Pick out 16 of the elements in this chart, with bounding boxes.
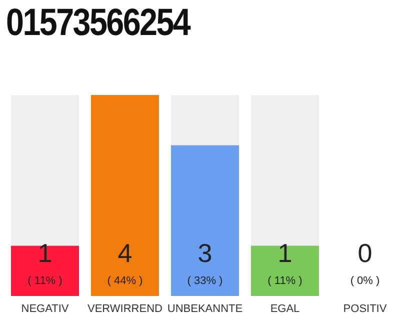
annotation: ( 11% ) [268, 275, 302, 287]
annotation: ( 11% ) [28, 275, 62, 287]
annotation: ( 0% ) [350, 275, 380, 287]
x-tick-label: POSITIV [343, 302, 388, 315]
data-label: 1 [38, 238, 52, 268]
data-label: 3 [198, 238, 212, 268]
x-tick-label: UNBEKANNTE [167, 302, 243, 315]
x-tick-label: NEGATIV [21, 302, 70, 315]
x-tick-label: VERWIRREND [88, 302, 163, 315]
data-label: 1 [278, 238, 292, 268]
chart-title: 01573566254 [6, 2, 190, 45]
x-tick-label: EGAL [270, 302, 300, 315]
data-label: 0 [358, 238, 372, 268]
data-label: 4 [118, 238, 132, 268]
annotation: ( 44% ) [107, 275, 143, 287]
annotation: ( 33% ) [187, 275, 223, 287]
